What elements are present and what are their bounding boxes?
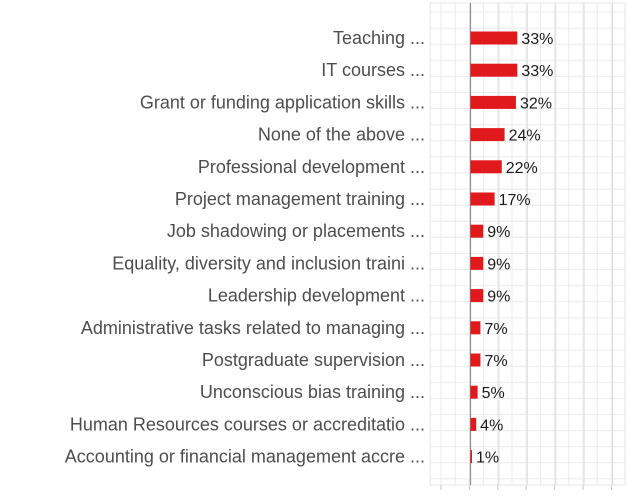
category-label: Teaching ... xyxy=(333,28,425,48)
value-label: 9% xyxy=(487,289,510,306)
category-label: Postgraduate supervision ... xyxy=(202,350,425,370)
value-label: 33% xyxy=(521,63,553,80)
category-label: Professional development ... xyxy=(198,157,425,177)
category-label: Accounting or financial management accre… xyxy=(65,447,425,467)
value-label: 32% xyxy=(520,95,552,112)
bar xyxy=(470,224,484,238)
value-label: 17% xyxy=(499,192,531,209)
bar xyxy=(470,192,495,206)
value-label: 1% xyxy=(476,450,499,467)
value-label: 7% xyxy=(484,353,507,370)
value-label: 33% xyxy=(521,31,553,48)
value-label: 4% xyxy=(480,417,503,434)
value-label: 9% xyxy=(487,224,510,241)
grid-lines xyxy=(429,2,626,490)
bar xyxy=(470,95,516,109)
bar xyxy=(470,289,484,303)
bar xyxy=(470,160,502,174)
bar xyxy=(470,321,481,335)
category-label: Unconscious bias training ... xyxy=(200,382,425,402)
value-label: 7% xyxy=(484,321,507,338)
category-label: Human Resources courses or accreditatio … xyxy=(70,414,425,434)
value-labels: 33% 33% 32% 24% 22% 17% 9% 9% 9% 7% 7% 5% 4% 1% xyxy=(476,31,553,467)
bar xyxy=(470,128,505,142)
bar xyxy=(470,417,477,431)
value-label: 5% xyxy=(482,385,505,402)
value-label: 9% xyxy=(487,256,510,273)
category-label: IT courses ... xyxy=(321,60,425,80)
category-label: None of the above ... xyxy=(258,125,425,145)
bar xyxy=(470,63,518,77)
value-label: 24% xyxy=(509,128,541,145)
bars xyxy=(470,31,518,464)
bar xyxy=(470,385,478,399)
bar xyxy=(470,450,472,464)
category-label: Administrative tasks related to managing… xyxy=(81,318,425,338)
bar xyxy=(470,256,484,270)
category-label: Grant or funding application skills ... xyxy=(140,92,425,112)
category-labels: Teaching ... IT courses ... Grant or fundi… xyxy=(65,28,425,467)
value-label: 22% xyxy=(506,160,538,177)
category-label: Equality, diversity and inclusion traini… xyxy=(112,253,425,273)
plot-panel xyxy=(429,2,626,486)
category-label: Project management training ... xyxy=(175,189,425,209)
category-label: Job shadowing or placements ... xyxy=(167,221,425,241)
bar xyxy=(470,353,481,367)
category-label: Leadership development ... xyxy=(208,286,425,306)
bar xyxy=(470,31,518,45)
